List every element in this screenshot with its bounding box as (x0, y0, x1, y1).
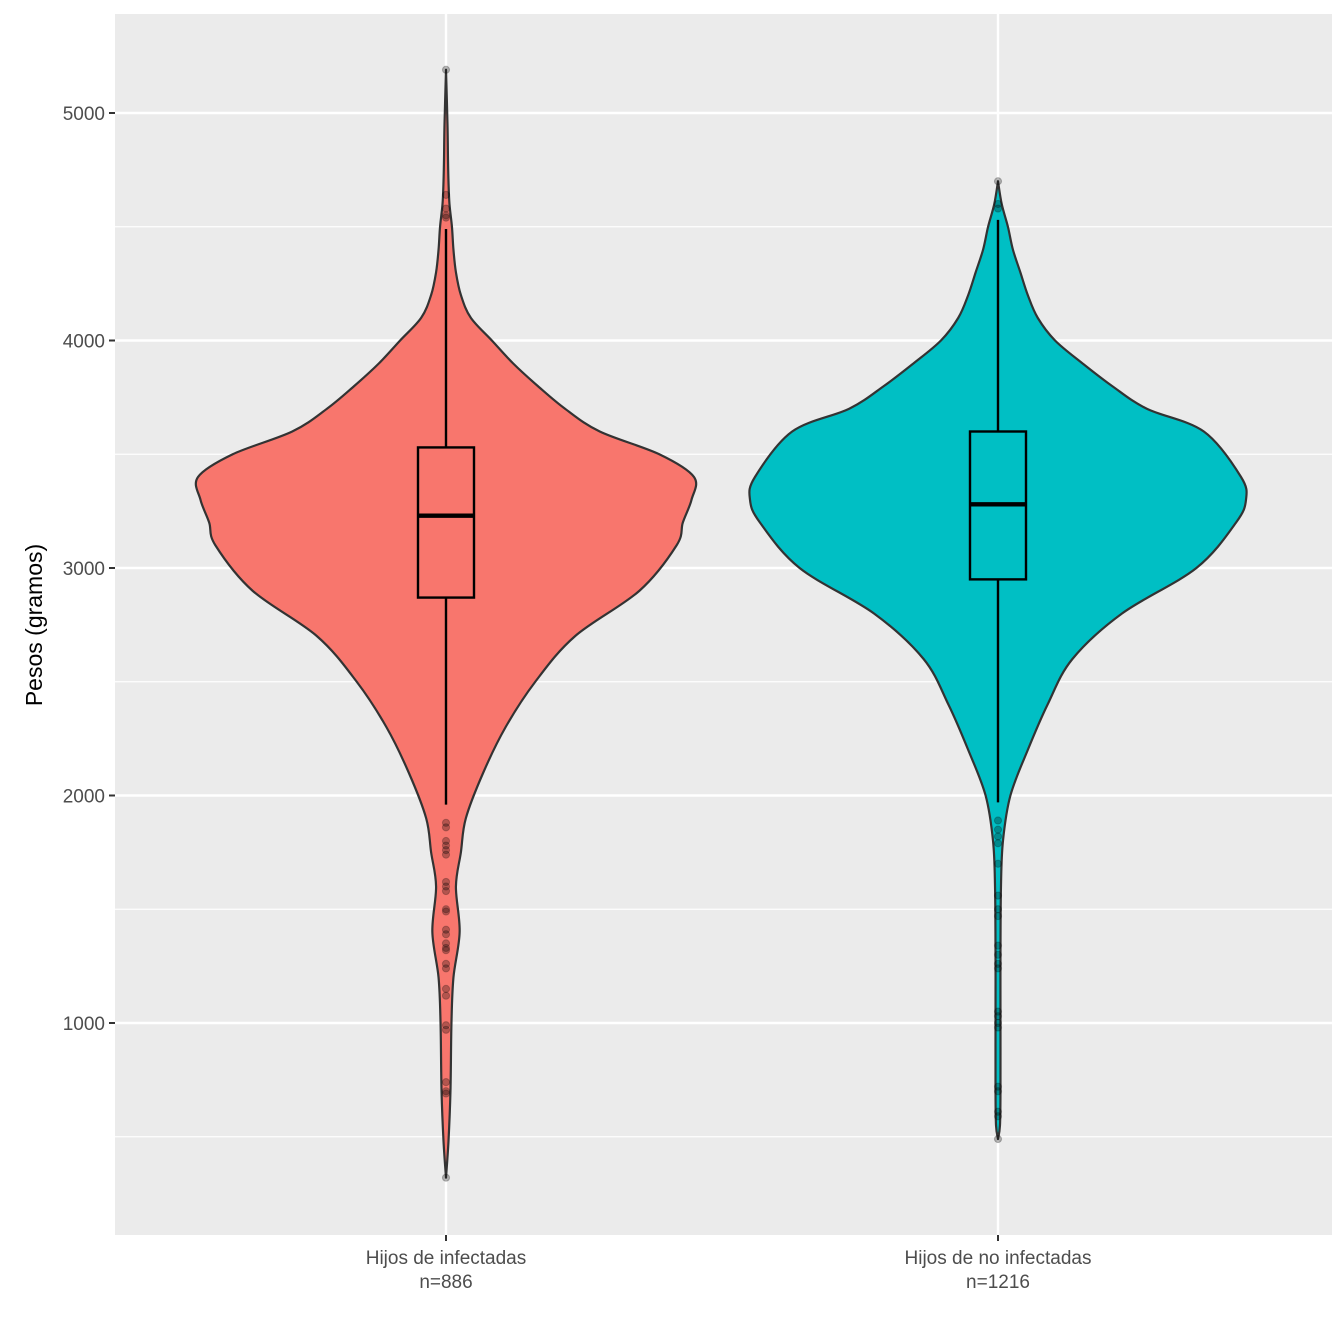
outlier-point (993, 825, 1003, 834)
outlier-point (993, 816, 1003, 825)
outlier-point (441, 930, 451, 939)
outlier-point (993, 964, 1003, 973)
outlier-point (441, 1173, 451, 1182)
outlier-point (441, 846, 451, 855)
outlier-point (993, 1112, 1003, 1121)
outlier-point (993, 204, 1003, 213)
outlier-point (993, 177, 1003, 186)
outlier-point (993, 839, 1003, 848)
violin-group (748, 177, 1248, 1144)
outlier-point (441, 211, 451, 220)
outlier-point (993, 1018, 1003, 1028)
outlier-point (441, 836, 451, 846)
outlier-point (993, 199, 1003, 209)
outlier-point (441, 204, 451, 213)
outlier-point (441, 65, 451, 74)
y-axis-title: Pesos (gramos) (21, 544, 47, 706)
outlier-point (441, 959, 451, 968)
outlier-point (993, 1082, 1003, 1091)
outlier-point (993, 859, 1003, 868)
outlier-point (993, 832, 1003, 841)
x-tick-label: Hijos de no infectadas (905, 1248, 1092, 1269)
box-iqr (416, 446, 476, 599)
outlier-point (993, 1107, 1003, 1116)
outlier-point (993, 905, 1003, 914)
outlier-point (993, 950, 1003, 959)
outlier-point (441, 1078, 451, 1087)
outlier-point (441, 925, 451, 934)
outlier-point (993, 911, 1003, 921)
outlier-point (441, 213, 451, 222)
outlier-point (441, 939, 451, 948)
violins (194, 65, 1248, 1182)
y-axis-ticks: 1000 2000 3000 4000 5000 (63, 104, 115, 1035)
outlier-point (441, 823, 451, 832)
outlier-point (441, 1087, 451, 1096)
outlier-point (441, 943, 451, 953)
y-tick-label: 4000 (63, 332, 105, 353)
y-tick-label: 2000 (63, 787, 105, 808)
x-tick-label: Hijos de infectadas (366, 1248, 527, 1269)
outlier-point (441, 964, 451, 973)
outlier-point (993, 941, 1003, 950)
outlier-point (441, 1089, 451, 1098)
outlier-point (441, 841, 451, 850)
outlier-point (441, 850, 451, 859)
outlier-point (993, 1087, 1003, 1096)
outlier-point (441, 1021, 451, 1030)
outlier-point (441, 818, 451, 827)
outlier-point (441, 886, 451, 896)
outlier-point (441, 946, 451, 955)
outlier-point (441, 877, 451, 887)
outlier-point (993, 1134, 1003, 1144)
outlier-point (993, 1012, 1003, 1021)
outlier-point (441, 984, 451, 993)
y-tick-label: 3000 (63, 559, 105, 580)
outlier-point (441, 1025, 451, 1034)
outlier-point (993, 1023, 1003, 1032)
plot-panel (115, 14, 1332, 1235)
outlier-point (993, 1007, 1003, 1016)
outlier-point (441, 905, 451, 914)
outlier-point (993, 891, 1003, 900)
outlier-point (993, 959, 1003, 968)
outlier-point (441, 991, 451, 1000)
outlier-point (441, 907, 451, 916)
x-tick-sublabel: n=1216 (966, 1272, 1030, 1293)
x-axis-ticks: Hijos de infectadas n=886 Hijos de no infe… (366, 1235, 1092, 1293)
y-tick-label: 5000 (63, 104, 105, 125)
outlier-point (441, 190, 451, 199)
x-tick-sublabel: n=886 (419, 1272, 472, 1293)
y-tick-label: 1000 (63, 1014, 105, 1035)
violin-group (194, 65, 698, 1182)
outlier-point (441, 882, 451, 891)
